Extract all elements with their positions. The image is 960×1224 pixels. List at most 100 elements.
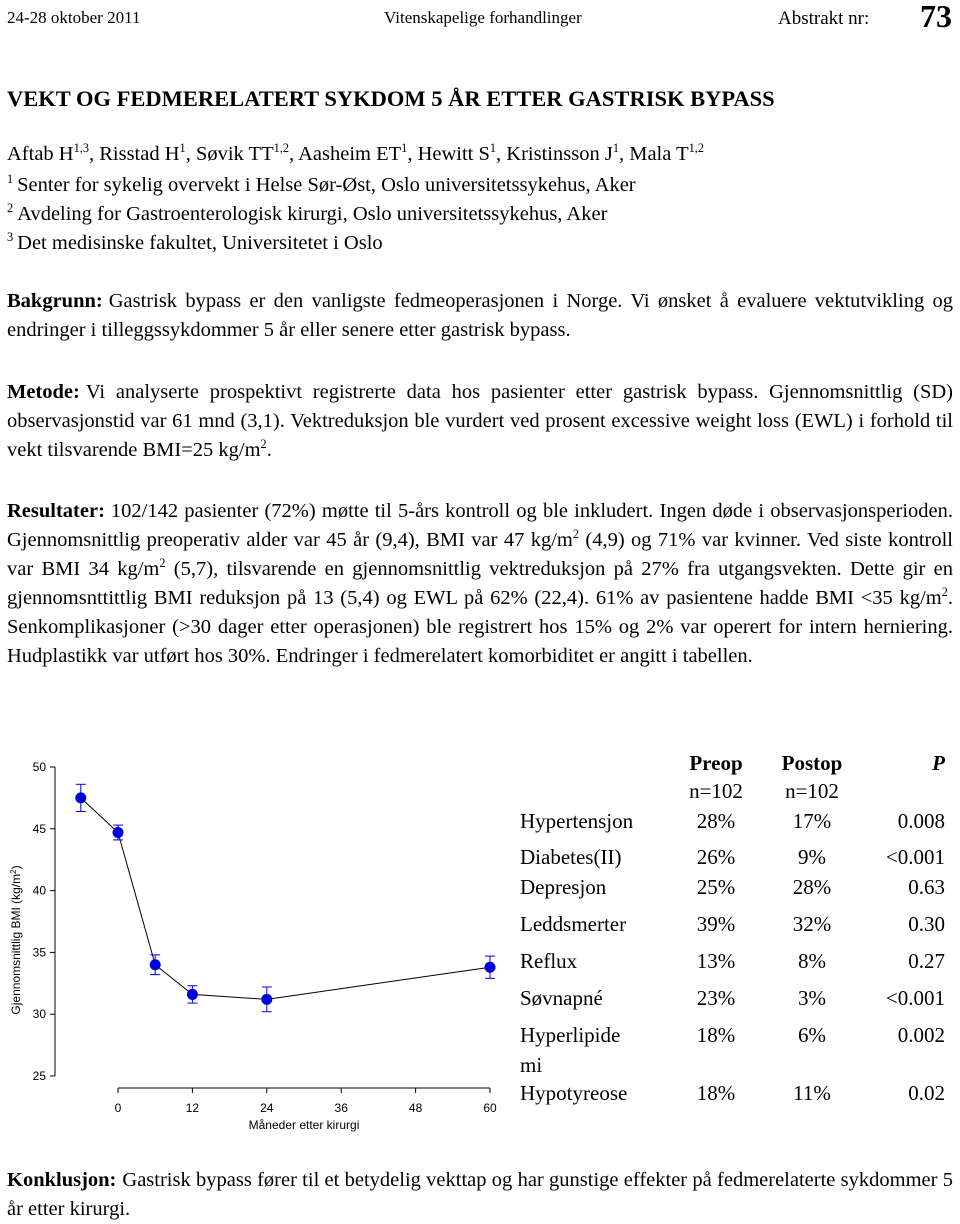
affiliation: 2 Avdeling for Gastroenterologisk kirurgi… bbox=[7, 201, 608, 226]
x-tick-label: 36 bbox=[335, 1101, 349, 1115]
column-header: Preop bbox=[689, 751, 743, 775]
affiliation: 3 Det medisinske fakultet, Universitetet … bbox=[7, 230, 383, 255]
superscript: 1 bbox=[489, 141, 497, 156]
y-tick-label: 35 bbox=[33, 945, 47, 959]
superscript: 2 bbox=[941, 585, 948, 600]
text-run: , Risstad H bbox=[88, 143, 180, 165]
table-value: 17% bbox=[792, 809, 832, 833]
text-run: Gjennomsnittlig BMI (kg/m bbox=[9, 874, 23, 1015]
text-run: , Kristinsson J bbox=[496, 143, 613, 165]
table-value: 9% bbox=[798, 845, 826, 869]
journal: Vitenskapelige forhandlinger bbox=[384, 8, 582, 27]
y-tick-label: 30 bbox=[33, 1007, 47, 1021]
superscript: 1,2 bbox=[688, 141, 704, 156]
section-label: Konklusjon: bbox=[7, 1169, 117, 1191]
table-value: 25% bbox=[696, 875, 736, 899]
superscript: 3 bbox=[7, 230, 14, 245]
title: VEKT OG FEDMERELATERT SYKDOM 5 ÅR ETTER … bbox=[7, 86, 775, 111]
x-tick-label: 12 bbox=[186, 1101, 200, 1115]
superscript: 1 bbox=[7, 172, 14, 187]
data-line bbox=[80, 797, 491, 1000]
x-axis-label: Måneder etter kirurgi bbox=[249, 1118, 360, 1132]
superscript: 2 bbox=[572, 527, 579, 542]
row-label: Reflux bbox=[520, 949, 578, 973]
row-label: Hyperlipide mi bbox=[520, 1023, 621, 1077]
section: Konklusjon: Gastrisk bypass fører til et … bbox=[7, 1166, 953, 1224]
superscript: 1,2 bbox=[273, 141, 289, 156]
y-tick-label: 50 bbox=[33, 760, 47, 774]
superscript: 1 bbox=[179, 141, 186, 156]
table-value: 0.002 bbox=[897, 1023, 945, 1047]
data-point bbox=[75, 792, 87, 804]
text-run: Aftab H bbox=[7, 143, 74, 165]
superscript: 1 bbox=[612, 141, 619, 156]
table-value: 39% bbox=[696, 912, 736, 936]
text-run: , Søvik TT bbox=[185, 143, 274, 165]
section-label: Metode: bbox=[7, 381, 80, 403]
row-label: Søvnapné bbox=[520, 986, 603, 1010]
section-label: Bakgrunn: bbox=[7, 290, 103, 312]
text-run: , Mala T bbox=[618, 143, 689, 165]
y-axis-label: Gjennomsnittlig BMI (kg/m2) bbox=[9, 865, 24, 1014]
date: 24-28 oktober 2011 bbox=[7, 8, 141, 27]
text-run: Avdeling for Gastroenterologisk kirurgi,… bbox=[17, 203, 608, 225]
table-value: 0.63 bbox=[908, 875, 945, 899]
data-point bbox=[186, 988, 198, 1000]
data-point bbox=[261, 993, 273, 1005]
text-run: 102/142 pasienter (72%) møtte til 5-års … bbox=[7, 500, 953, 551]
text-run: ) bbox=[9, 865, 23, 869]
table-value: 8% bbox=[798, 949, 826, 973]
text-run: Gastrisk bypass er den vanligste fedmeop… bbox=[7, 290, 953, 341]
text-run: Det medisinske fakultet, Universitetet i… bbox=[17, 232, 383, 254]
table-value: 11% bbox=[793, 1081, 831, 1105]
table-value: 26% bbox=[696, 845, 736, 869]
chart: 25 30 35 40 45 50 0 12 24 36 48 60 Måneder etter kir… bbox=[9, 760, 497, 1132]
y-tick-label: 25 bbox=[33, 1069, 47, 1083]
table-value: 18% bbox=[696, 1023, 736, 1047]
superscript: 1,3 bbox=[73, 141, 89, 156]
row-label: Diabetes(II) bbox=[520, 845, 622, 869]
table-value: 0.30 bbox=[908, 912, 945, 936]
text-run: . bbox=[266, 439, 272, 461]
text-run: Vi analyserte prospektivt registrerte da… bbox=[7, 381, 953, 461]
table-value: 0.27 bbox=[908, 949, 945, 973]
table-value: 0.02 bbox=[908, 1081, 945, 1105]
section-label: Resultater: bbox=[7, 500, 105, 522]
section: Resultater: 102/142 pasienter (72%) møtte… bbox=[7, 497, 953, 671]
abstract-number: 73 bbox=[920, 0, 952, 34]
table-value: 28% bbox=[696, 809, 736, 833]
text-run: . Senkomplikasjoner (>30 dager etter ope… bbox=[7, 587, 953, 667]
table-value: <0.001 bbox=[885, 986, 945, 1010]
superscript: 2 bbox=[159, 556, 166, 571]
y-tick-label: 45 bbox=[33, 822, 47, 836]
x-tick-label: 0 bbox=[115, 1101, 122, 1115]
table-value: 18% bbox=[696, 1081, 736, 1105]
superscript: 2 bbox=[260, 437, 267, 452]
column-count: n=102 bbox=[785, 779, 839, 803]
table-value: 0.008 bbox=[897, 809, 945, 833]
table-value: 13% bbox=[696, 949, 736, 973]
column-header: Postop bbox=[781, 751, 843, 775]
y-tick-label: 40 bbox=[33, 884, 47, 898]
row-label: Hypertensjon bbox=[520, 809, 634, 833]
column-count: n=102 bbox=[689, 779, 743, 803]
text-run: , Hewitt S bbox=[407, 143, 490, 165]
abstract-label: Abstrakt nr: bbox=[778, 8, 870, 29]
text-run: Gastrisk bypass fører til et betydelig v… bbox=[7, 1169, 953, 1220]
data-point bbox=[149, 959, 161, 971]
data-point bbox=[112, 827, 124, 839]
text-run: Senter for sykelig overvekt i Helse Sør-… bbox=[17, 174, 636, 196]
table-value: 3% bbox=[798, 986, 826, 1010]
authors: Aftab H1,3, Risstad H1, Søvik TT1,2, Aas… bbox=[7, 141, 704, 166]
superscript: 2 bbox=[7, 201, 14, 216]
row-label: Depresjon bbox=[520, 875, 607, 899]
column-header: P bbox=[932, 751, 945, 775]
text-run: , Aasheim ET bbox=[288, 143, 402, 165]
x-tick-label: 60 bbox=[483, 1101, 497, 1115]
table-value: <0.001 bbox=[885, 845, 945, 869]
section: Bakgrunn: Gastrisk bypass er den vanligst… bbox=[7, 287, 953, 345]
text-run: (5,7), tilsvarende en gjennomsnittlig ve… bbox=[7, 558, 954, 609]
section: Metode: Vi analyserte prospektivt registr… bbox=[7, 378, 953, 465]
superscript: 2 bbox=[9, 869, 18, 874]
row-label: Leddsmerter bbox=[520, 912, 627, 936]
